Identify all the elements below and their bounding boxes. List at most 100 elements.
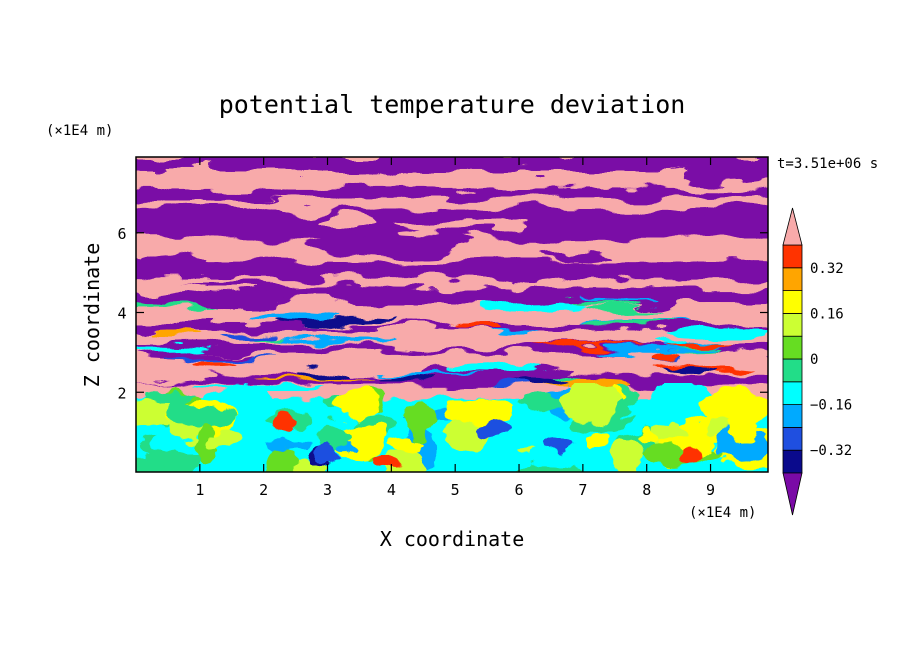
eddy-core	[543, 436, 572, 453]
eddy-core	[632, 428, 661, 445]
eddy-core	[211, 432, 240, 449]
colorbar: 0.32 0.16 0 −0.16 −0.32	[782, 207, 852, 516]
x-tick-label: 8	[642, 481, 651, 499]
colorbar-label: −0.16	[810, 398, 852, 414]
x-tick-label: 1	[195, 481, 204, 499]
field-blob	[312, 216, 371, 231]
turbulent-eddy	[391, 437, 422, 451]
field-streak	[581, 296, 658, 301]
field-streak	[661, 367, 719, 373]
turbulent-eddy	[136, 458, 167, 471]
x-tick-label: 7	[578, 481, 587, 499]
turbulent-eddy	[444, 417, 490, 453]
colorbar-swatch	[782, 312, 803, 337]
field-streak	[271, 337, 399, 343]
field-streak	[446, 362, 547, 371]
colorbar-under-arrow	[782, 472, 803, 516]
under-band	[136, 322, 768, 331]
y-tick-label: 4	[117, 305, 126, 323]
colorbar-swatch	[782, 290, 803, 314]
turbulent-eddy	[609, 439, 641, 472]
colorbar-over-arrow	[782, 207, 803, 246]
field-streak	[246, 376, 379, 380]
x-tick-label: 9	[706, 481, 715, 499]
field-streak	[653, 337, 693, 344]
field-streak	[598, 348, 718, 353]
x-axis-label: X coordinate	[380, 527, 525, 551]
field-streak	[452, 322, 501, 330]
colorbar-swatch	[782, 335, 803, 360]
field-blob	[674, 182, 765, 191]
field-streak	[198, 360, 232, 366]
eddy-core	[677, 448, 706, 465]
eddy-core	[268, 416, 297, 433]
turbulent-eddy	[263, 445, 296, 472]
eddy-core	[370, 456, 399, 472]
field-blob	[390, 221, 528, 231]
colorbar-label: −0.32	[810, 443, 852, 459]
field-streak	[491, 329, 544, 333]
colorbar-swatch	[782, 426, 803, 451]
field-streak	[653, 352, 687, 361]
field-streak	[247, 310, 337, 320]
under-band	[136, 157, 768, 171]
turbulent-eddy	[648, 383, 707, 420]
colorbar-swatch	[782, 381, 803, 405]
x-tick-label: 5	[451, 481, 460, 499]
colorbar-label: 0.16	[810, 306, 844, 322]
field-streak	[291, 369, 350, 378]
field-blob	[136, 369, 217, 384]
field-streak	[485, 302, 585, 311]
field-streak	[252, 338, 291, 342]
field-blob	[538, 251, 613, 260]
x-tick-label: 2	[259, 481, 268, 499]
eddy-core	[479, 424, 508, 441]
field-blob	[671, 169, 768, 176]
under-band	[136, 374, 768, 385]
field-streak	[582, 320, 678, 325]
colorbar-label: 0	[810, 352, 818, 368]
eddy-core	[313, 448, 342, 465]
field-blob	[136, 282, 212, 295]
turbulent-eddy	[589, 431, 608, 453]
field-blob	[667, 305, 768, 319]
field-streak	[382, 373, 438, 382]
x-tick-label: 6	[515, 481, 524, 499]
colorbar-swatch	[782, 449, 803, 474]
colorbar-swatch	[782, 358, 803, 383]
turbulent-eddy	[518, 393, 569, 407]
field-blob	[139, 251, 205, 268]
turbulent-eddy	[317, 421, 347, 458]
x-axis-ticks: 1 2 3 4 5 6 7 8 9	[195, 157, 715, 499]
turbulent-eddy	[198, 425, 219, 465]
field-blob	[670, 205, 758, 215]
field-streak	[666, 328, 768, 337]
under-band	[136, 260, 768, 279]
chart-title: potential temperature deviation	[219, 90, 686, 119]
field-streak	[167, 356, 278, 360]
field-blob	[274, 298, 356, 314]
field-blob	[254, 285, 406, 299]
field-blob	[136, 195, 284, 202]
turbulent-eddy	[556, 383, 622, 423]
turbulent-eddy	[731, 414, 758, 444]
under-band	[136, 186, 768, 197]
colorbar-swatch	[782, 244, 803, 269]
y-tick-label: 6	[117, 225, 126, 243]
x-tick-label: 4	[387, 481, 396, 499]
turbulent-eddy	[508, 463, 588, 472]
time-label: t=3.51e+06 s	[777, 156, 878, 172]
field-streak	[136, 347, 207, 354]
field-streak	[568, 301, 636, 306]
y-tick-label: 2	[117, 384, 126, 402]
field-streak	[149, 329, 200, 336]
y-axis-ticks: 2 4 6	[117, 225, 768, 402]
contour-field	[136, 157, 768, 472]
turbulent-eddy	[407, 399, 434, 441]
colorbar-swatch	[782, 404, 803, 428]
field-blob	[215, 204, 394, 213]
field-blob	[375, 337, 544, 349]
field-streak	[665, 342, 731, 348]
y-axis-unit: (×1E4 m)	[46, 123, 113, 139]
field-blob	[471, 267, 565, 283]
